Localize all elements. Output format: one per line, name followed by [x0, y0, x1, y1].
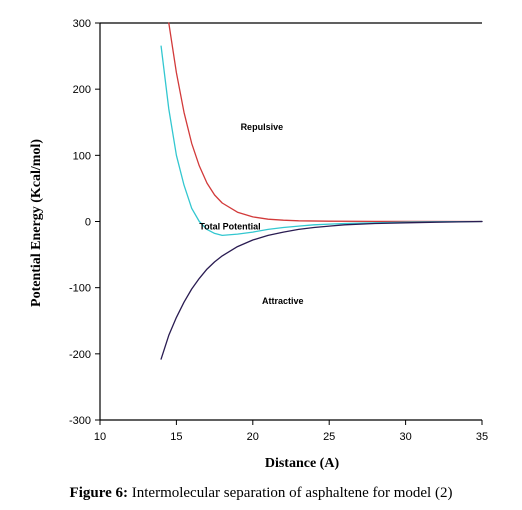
series-line-attractive	[160, 220, 483, 360]
series-line-repulsive	[168, 22, 483, 223]
annotation-total-potential: Total Potential	[199, 221, 260, 231]
annotation-attractive: Attractive	[262, 296, 304, 306]
x-tick-label: 20	[247, 431, 259, 443]
chart-lines	[160, 22, 483, 360]
series-line-total-potential	[160, 45, 483, 237]
y-tick-label: 100	[73, 150, 91, 162]
y-tick-label: 300	[73, 18, 91, 30]
chart-ticks: 10 15 20 25 30 35 300 200 100 0 -100 -200 -300	[69, 18, 488, 443]
y-tick-label: -300	[69, 415, 91, 427]
x-axis-title: Distance (A)	[265, 456, 340, 471]
y-tick-label: 200	[73, 84, 91, 96]
y-tick-label: -100	[69, 283, 91, 295]
chart-annotations: Repulsive Total Potential Attractive	[199, 122, 303, 306]
y-tick-label: -200	[69, 349, 91, 361]
y-axis-title: Potential Energy (Kcal/mol)	[29, 139, 44, 307]
x-tick-label: 10	[94, 431, 106, 443]
x-tick-label: 30	[399, 431, 411, 443]
x-tick-label: 35	[476, 431, 488, 443]
figure-caption-text: Intermolecular separation of asphaltene …	[131, 485, 453, 501]
y-tick-label: 0	[85, 217, 91, 229]
x-tick-label: 25	[323, 431, 335, 443]
figure-caption-label: Figure 6:	[69, 485, 128, 501]
figure-caption: Figure 6: Intermolecular separation of a…	[0, 485, 522, 502]
potential-energy-chart: 10 15 20 25 30 35 300 200 100 0 -100 -200 -300 Repul…	[29, 18, 488, 471]
x-tick-label: 15	[170, 431, 182, 443]
annotation-repulsive: Repulsive	[241, 122, 284, 132]
